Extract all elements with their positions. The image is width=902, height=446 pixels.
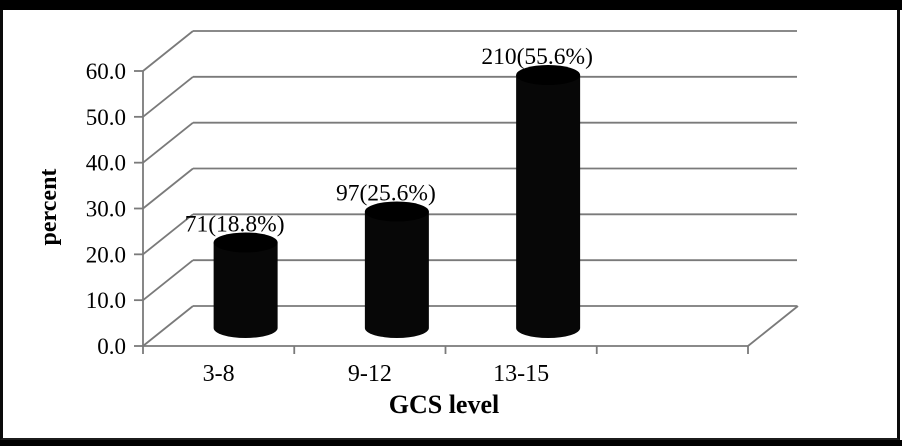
- x-category-label: 9-12: [348, 361, 392, 387]
- y-tick-label: 10.0: [86, 288, 126, 313]
- bar-data-label: 210(55.6%): [481, 44, 593, 70]
- y-tick-label: 0.0: [97, 334, 126, 359]
- bar-data-label: 71(18.8%): [185, 211, 285, 237]
- bar-cylinder-body: [516, 75, 581, 339]
- y-tick-label: 60.0: [86, 59, 126, 84]
- scan-border-top: [0, 0, 902, 10]
- y-axis-title: percent: [36, 169, 62, 246]
- y-tick-label: 40.0: [86, 151, 126, 176]
- y-tick-label: 50.0: [86, 105, 126, 130]
- gridline-diagonal: [142, 213, 194, 256]
- gridline-diagonal: [142, 30, 194, 72]
- gridline-diagonal: [142, 76, 194, 118]
- bar-cylinder-body: [364, 211, 429, 338]
- x-category-label: 3-8: [203, 361, 235, 387]
- bar-cylinder-top: [516, 65, 581, 86]
- y-tick-label: 30.0: [86, 197, 126, 222]
- gridline-diagonal: [142, 167, 194, 210]
- figure-border: [0, 10, 900, 440]
- bar-data-label: 97(25.6%): [336, 181, 436, 207]
- bar-cylinder-body: [213, 242, 278, 338]
- y-tick-label: 20.0: [86, 242, 126, 267]
- scan-border-bottom: [0, 440, 902, 446]
- x-category-label: 13-15: [493, 361, 549, 387]
- gridline-diagonal: [142, 121, 194, 164]
- x-axis-title: GCS level: [389, 390, 500, 419]
- bar-cylinder-top: [364, 201, 429, 222]
- floor-right-edge: [747, 305, 799, 347]
- bar-cylinder-top: [213, 232, 278, 253]
- gridline-diagonal: [142, 259, 194, 301]
- gridline-diagonal: [142, 305, 194, 347]
